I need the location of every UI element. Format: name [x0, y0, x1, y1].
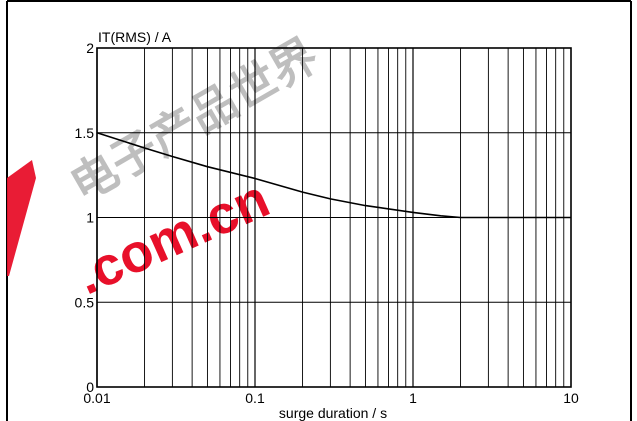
watermark: 电子产品世界 .com.cn: [7, 29, 326, 306]
y-axis-label: IT(RMS) / A: [98, 29, 172, 45]
series-line: [96, 132, 571, 219]
series-layer: [96, 132, 571, 219]
x-axis-label: surge duration / s: [279, 405, 387, 421]
x-tick-label: 1: [409, 390, 417, 406]
x-tick-label: 0.1: [245, 390, 265, 406]
watermark-red-slash: [7, 160, 36, 276]
y-tick-label: 1: [86, 210, 94, 226]
x-tick-label: 0.01: [83, 390, 110, 406]
y-tick-label: 1.5: [75, 125, 95, 141]
y-tick-label: 0: [86, 379, 94, 395]
x-tick-label: 10: [563, 390, 579, 406]
y-tick-label: 2: [86, 40, 94, 56]
watermark-cn-text: 电子产品世界: [61, 29, 326, 212]
tick-labels: 0.01 0.1 1 10 0 0.5 1 1.5 2: [75, 40, 579, 406]
y-tick-label: 0.5: [75, 294, 95, 310]
